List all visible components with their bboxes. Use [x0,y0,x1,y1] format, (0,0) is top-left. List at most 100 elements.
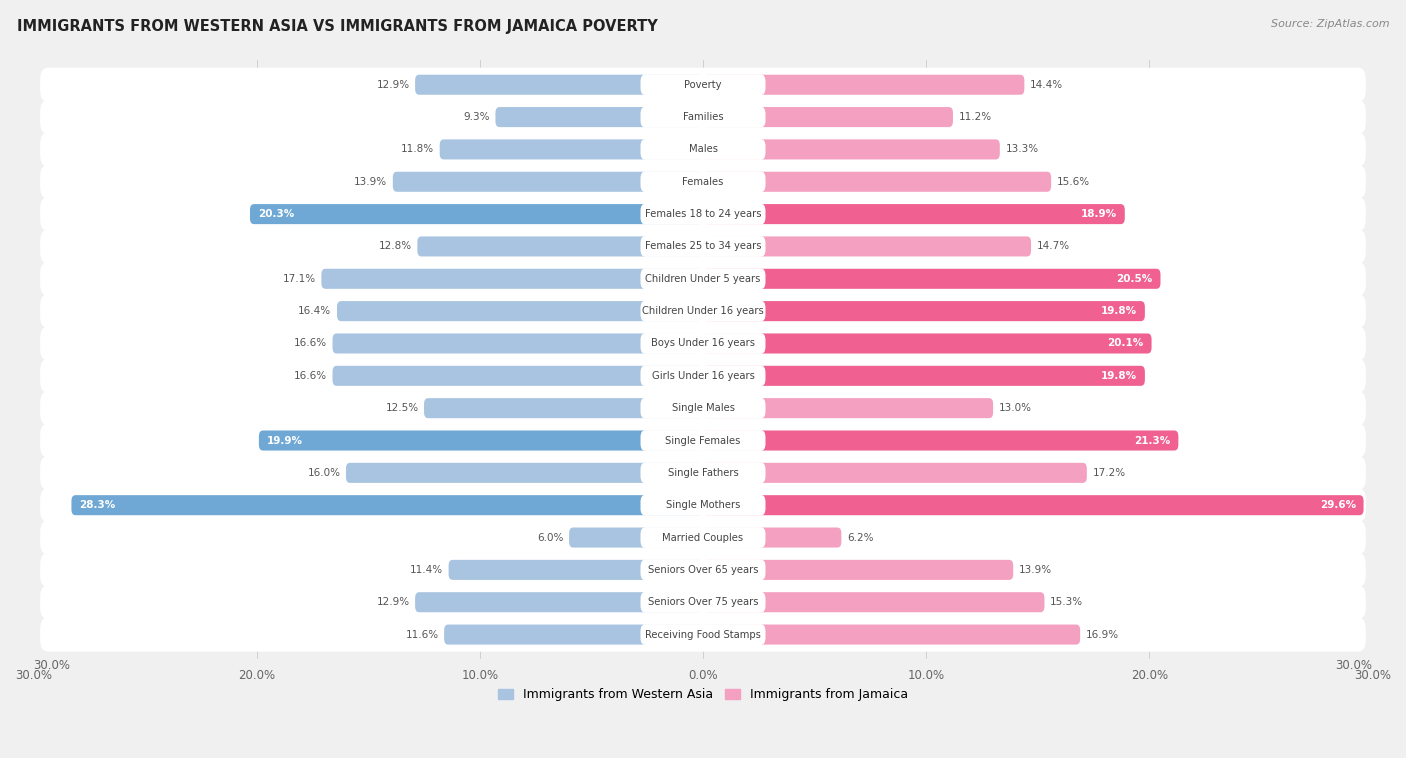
Text: 20.5%: 20.5% [1116,274,1153,283]
FancyBboxPatch shape [641,236,765,257]
FancyBboxPatch shape [250,204,703,224]
FancyBboxPatch shape [703,528,841,547]
Text: 12.5%: 12.5% [385,403,419,413]
Text: 11.2%: 11.2% [959,112,991,122]
FancyBboxPatch shape [337,301,703,321]
FancyBboxPatch shape [418,236,703,256]
FancyBboxPatch shape [641,171,765,193]
Text: Females 18 to 24 years: Females 18 to 24 years [645,209,761,219]
Text: 14.4%: 14.4% [1031,80,1063,89]
Text: 30.0%: 30.0% [1336,659,1372,672]
FancyBboxPatch shape [703,269,1160,289]
Text: Females 25 to 34 years: Females 25 to 34 years [645,242,761,252]
Text: 16.4%: 16.4% [298,306,332,316]
FancyBboxPatch shape [641,139,765,160]
Text: 6.0%: 6.0% [537,533,564,543]
FancyBboxPatch shape [641,107,765,127]
Text: Married Couples: Married Couples [662,533,744,543]
FancyBboxPatch shape [641,462,765,484]
FancyBboxPatch shape [641,74,765,96]
FancyBboxPatch shape [703,463,1087,483]
FancyBboxPatch shape [703,204,1125,224]
FancyBboxPatch shape [41,327,1365,361]
Text: 19.9%: 19.9% [267,436,302,446]
FancyBboxPatch shape [41,294,1365,328]
Text: Families: Families [683,112,723,122]
FancyBboxPatch shape [703,366,1144,386]
FancyBboxPatch shape [641,333,765,354]
Text: 16.6%: 16.6% [294,371,328,381]
FancyBboxPatch shape [641,495,765,515]
FancyBboxPatch shape [41,197,1365,231]
Text: 17.1%: 17.1% [283,274,316,283]
FancyBboxPatch shape [41,391,1365,425]
FancyBboxPatch shape [641,365,765,387]
Text: 12.8%: 12.8% [378,242,412,252]
Text: 13.9%: 13.9% [354,177,387,186]
FancyBboxPatch shape [703,431,1178,450]
FancyBboxPatch shape [322,269,703,289]
Text: 19.8%: 19.8% [1101,371,1137,381]
FancyBboxPatch shape [415,592,703,612]
FancyBboxPatch shape [703,625,1080,644]
Text: Seniors Over 65 years: Seniors Over 65 years [648,565,758,575]
FancyBboxPatch shape [41,553,1365,587]
FancyBboxPatch shape [444,625,703,644]
Text: 16.9%: 16.9% [1085,630,1119,640]
Text: 15.6%: 15.6% [1057,177,1090,186]
FancyBboxPatch shape [703,139,1000,159]
Text: 9.3%: 9.3% [464,112,489,122]
Text: 6.2%: 6.2% [846,533,873,543]
Text: 16.6%: 16.6% [294,339,328,349]
Text: 28.3%: 28.3% [79,500,115,510]
Text: 14.7%: 14.7% [1036,242,1070,252]
FancyBboxPatch shape [703,107,953,127]
FancyBboxPatch shape [703,301,1144,321]
Text: Children Under 16 years: Children Under 16 years [643,306,763,316]
FancyBboxPatch shape [449,560,703,580]
Legend: Immigrants from Western Asia, Immigrants from Jamaica: Immigrants from Western Asia, Immigrants… [492,684,914,706]
Text: Females: Females [682,177,724,186]
FancyBboxPatch shape [641,592,765,612]
FancyBboxPatch shape [703,560,1014,580]
FancyBboxPatch shape [440,139,703,159]
FancyBboxPatch shape [703,75,1025,95]
FancyBboxPatch shape [41,359,1365,393]
FancyBboxPatch shape [641,268,765,290]
Text: 18.9%: 18.9% [1081,209,1116,219]
FancyBboxPatch shape [495,107,703,127]
FancyBboxPatch shape [259,431,703,450]
Text: 12.9%: 12.9% [377,80,409,89]
Text: 11.8%: 11.8% [401,145,434,155]
Text: Single Fathers: Single Fathers [668,468,738,478]
Text: Males: Males [689,145,717,155]
FancyBboxPatch shape [641,398,765,418]
FancyBboxPatch shape [392,172,703,192]
Text: 17.2%: 17.2% [1092,468,1126,478]
FancyBboxPatch shape [641,527,765,548]
FancyBboxPatch shape [41,618,1365,652]
FancyBboxPatch shape [41,164,1365,199]
FancyBboxPatch shape [41,262,1365,296]
FancyBboxPatch shape [703,398,993,418]
FancyBboxPatch shape [641,624,765,645]
FancyBboxPatch shape [41,488,1365,522]
Text: IMMIGRANTS FROM WESTERN ASIA VS IMMIGRANTS FROM JAMAICA POVERTY: IMMIGRANTS FROM WESTERN ASIA VS IMMIGRAN… [17,19,658,34]
Text: 29.6%: 29.6% [1320,500,1355,510]
FancyBboxPatch shape [415,75,703,95]
Text: 13.3%: 13.3% [1005,145,1039,155]
FancyBboxPatch shape [41,230,1365,264]
FancyBboxPatch shape [641,301,765,321]
Text: Single Mothers: Single Mothers [666,500,740,510]
FancyBboxPatch shape [569,528,703,547]
Text: Receiving Food Stamps: Receiving Food Stamps [645,630,761,640]
Text: 11.4%: 11.4% [411,565,443,575]
FancyBboxPatch shape [641,430,765,451]
Text: 20.1%: 20.1% [1108,339,1143,349]
FancyBboxPatch shape [703,592,1045,612]
Text: Girls Under 16 years: Girls Under 16 years [651,371,755,381]
Text: 21.3%: 21.3% [1135,436,1171,446]
Text: 13.9%: 13.9% [1019,565,1052,575]
Text: Source: ZipAtlas.com: Source: ZipAtlas.com [1271,19,1389,29]
FancyBboxPatch shape [41,133,1365,167]
